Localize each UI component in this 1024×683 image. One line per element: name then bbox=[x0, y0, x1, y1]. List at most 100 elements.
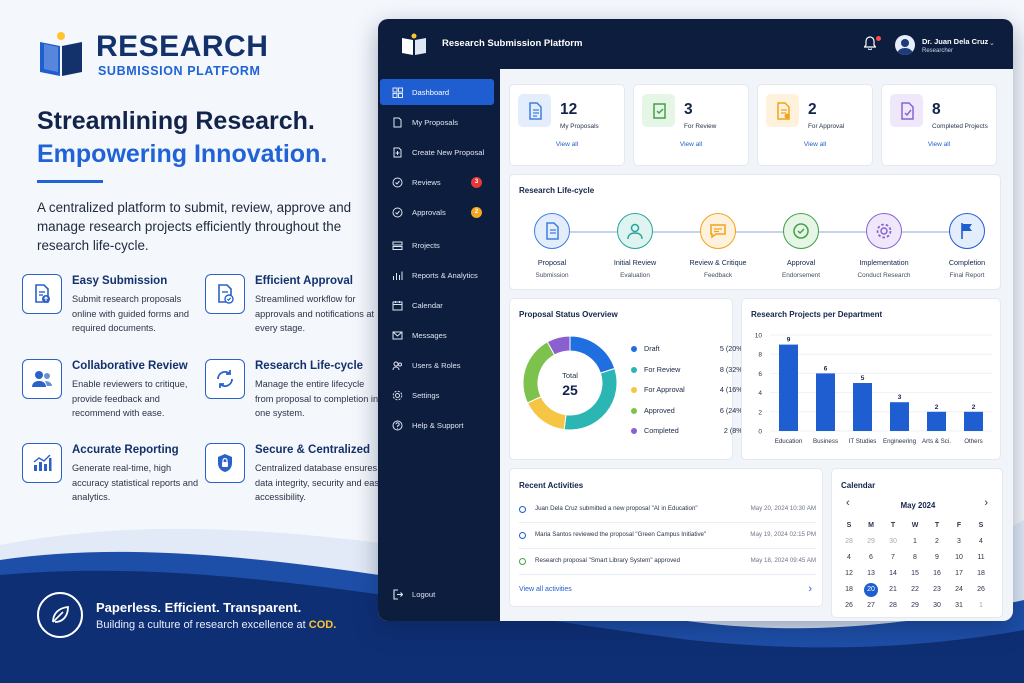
calendar-week-row: 28 29 30 1 2 3 4 bbox=[838, 535, 993, 549]
user-name[interactable]: Dr. Juan Dela Cruz bbox=[922, 37, 989, 46]
next-month-icon[interactable]: › bbox=[984, 497, 988, 509]
nav-item-reports-analytics[interactable]: Reports & Analytics bbox=[380, 262, 494, 288]
calendar-day[interactable]: 24 bbox=[955, 586, 963, 593]
calendar-day[interactable]: 6 bbox=[869, 554, 873, 561]
logout-button[interactable]: Logout bbox=[380, 581, 494, 607]
nav-item-messages[interactable]: Messages bbox=[380, 322, 494, 348]
headline-line-2: Empowering Innovation. bbox=[37, 140, 328, 168]
calendar-day[interactable]: 7 bbox=[891, 554, 895, 561]
calendar-day[interactable]: 1 bbox=[913, 538, 917, 545]
nav-item-users-roles[interactable]: Users & Roles bbox=[380, 352, 494, 378]
weekday-label: M bbox=[868, 522, 874, 529]
calendar-day[interactable]: 15 bbox=[911, 570, 919, 577]
calendar-day[interactable]: 9 bbox=[935, 554, 939, 561]
nav-item-label: My Proposals bbox=[412, 117, 459, 127]
logout-icon bbox=[391, 588, 403, 600]
nav-item-calendar[interactable]: Calendar bbox=[380, 292, 494, 318]
calendar-day[interactable]: 14 bbox=[889, 570, 897, 577]
nav-item-label: Rrojects bbox=[412, 240, 440, 250]
activity-row[interactable]: Research proposal "Smart Library System"… bbox=[519, 549, 816, 575]
lifecycle-step-label: Completion bbox=[948, 258, 986, 267]
calendar-day[interactable]: 31 bbox=[955, 602, 963, 609]
calendar-day[interactable]: 23 bbox=[933, 586, 941, 593]
calendar-day[interactable]: 17 bbox=[955, 570, 963, 577]
stat-card-for-approval[interactable]: 2 For Approval View all bbox=[757, 84, 873, 166]
calendar-day[interactable]: 2 bbox=[935, 538, 939, 545]
calendar-day[interactable]: 22 bbox=[911, 586, 919, 593]
bar-engineering bbox=[890, 402, 909, 431]
stat-label: For Review bbox=[684, 123, 717, 130]
calendar-day[interactable]: 8 bbox=[913, 554, 917, 561]
y-tick-label: 4 bbox=[758, 390, 762, 397]
activity-row[interactable]: Juan Dela Cruz submitted a new proposal … bbox=[519, 497, 816, 523]
calendar-day[interactable]: 28 bbox=[845, 538, 853, 545]
calendar-day[interactable]: 4 bbox=[847, 554, 851, 561]
nav-badge: 3 bbox=[471, 176, 482, 188]
calendar-day[interactable]: 18 bbox=[977, 570, 985, 577]
stat-card-for-review[interactable]: 3 For Review View all bbox=[633, 84, 749, 166]
calendar-week-row: 18 20 21 22 23 24 26 bbox=[838, 583, 993, 597]
stat-view-all-link[interactable]: View all bbox=[555, 141, 579, 148]
legend-value: 2 (8%) bbox=[723, 426, 745, 435]
book-logo-icon bbox=[40, 32, 82, 76]
divider bbox=[37, 180, 103, 183]
gear-icon bbox=[866, 213, 902, 249]
gear-icon bbox=[391, 389, 403, 401]
notification-bell-icon[interactable] bbox=[864, 36, 876, 50]
nav-item-my-proposals[interactable]: My Proposals bbox=[380, 109, 494, 135]
calendar-day[interactable]: 30 bbox=[889, 538, 897, 545]
nav-badge: 2 bbox=[471, 206, 482, 218]
document-upload-icon bbox=[22, 274, 62, 314]
prev-month-icon[interactable]: ‹ bbox=[846, 497, 850, 509]
x-tick-label: Engineering bbox=[883, 438, 917, 445]
stat-view-all-link[interactable]: View all bbox=[679, 141, 703, 148]
calendar-day[interactable]: 30 bbox=[933, 602, 941, 609]
calendar-day[interactable]: 4 bbox=[979, 538, 983, 545]
calendar-day[interactable]: 11 bbox=[977, 554, 985, 561]
calendar-day[interactable]: 12 bbox=[845, 570, 853, 577]
shield-lock-icon bbox=[205, 443, 245, 483]
nav-item-label: Help & Support bbox=[412, 420, 464, 430]
headline-line-1: Streamlining Research. bbox=[37, 107, 315, 135]
calendar-day[interactable]: 29 bbox=[867, 538, 875, 545]
activity-row[interactable]: Maria Santos reviewed the proposal "Gree… bbox=[519, 523, 816, 549]
nav-item-reviews[interactable]: Reviews 3 bbox=[380, 169, 494, 195]
nav-item-rrojects[interactable]: Rrojects bbox=[380, 232, 494, 258]
calendar-day[interactable]: 16 bbox=[933, 570, 941, 577]
stat-view-all-link[interactable]: View all bbox=[803, 141, 827, 148]
calendar-day[interactable]: 21 bbox=[889, 586, 897, 593]
nav-item-help-support[interactable]: Help & Support bbox=[380, 412, 494, 438]
calendar-day[interactable]: 27 bbox=[867, 602, 875, 609]
main-content: 12 My Proposals View all 3 For Review View al… bbox=[500, 69, 1013, 621]
calendar-today[interactable]: 20 bbox=[864, 583, 878, 597]
dashboard-icon bbox=[391, 86, 403, 98]
nav-item-create-new-proposal[interactable]: Create New Proposal bbox=[380, 139, 494, 165]
nav-item-dashboard[interactable]: Dashboard bbox=[380, 79, 494, 105]
lifecycle-connector bbox=[570, 231, 950, 233]
stat-card-my-proposals[interactable]: 12 My Proposals View all bbox=[509, 84, 625, 166]
avatar[interactable] bbox=[895, 35, 915, 55]
calendar-day[interactable]: 28 bbox=[889, 602, 897, 609]
nav-item-approvals[interactable]: Approvals 2 bbox=[380, 199, 494, 225]
calendar-day[interactable]: 26 bbox=[845, 602, 853, 609]
chevron-right-icon[interactable]: › bbox=[808, 583, 812, 595]
view-all-activities-link[interactable]: View all activities bbox=[519, 586, 572, 593]
stat-view-all-link[interactable]: View all bbox=[927, 141, 951, 148]
bar-value-label: 5 bbox=[861, 375, 865, 382]
check-circle-icon bbox=[783, 213, 819, 249]
calendar-day[interactable]: 10 bbox=[955, 554, 963, 561]
stat-card-completed-projects[interactable]: 8 Completed Projects View all bbox=[881, 84, 997, 166]
calendar-day[interactable]: 3 bbox=[957, 538, 961, 545]
bar-arts-sci- bbox=[927, 411, 946, 431]
calendar-day[interactable]: 26 bbox=[977, 586, 985, 593]
calendar-day[interactable]: 13 bbox=[867, 570, 875, 577]
calendar-day[interactable]: 18 bbox=[845, 586, 853, 593]
calendar-day[interactable]: 29 bbox=[911, 602, 919, 609]
lifecycle-step-label: Approval bbox=[786, 258, 816, 267]
y-tick-label: 2 bbox=[758, 409, 762, 416]
nav-item-settings[interactable]: Settings bbox=[380, 382, 494, 408]
chevron-down-icon[interactable]: ⌄ bbox=[989, 40, 995, 47]
approval-document-icon bbox=[766, 94, 799, 127]
footer-subline: Building a culture of research excellenc… bbox=[96, 619, 336, 631]
calendar-day[interactable]: 1 bbox=[979, 602, 983, 609]
